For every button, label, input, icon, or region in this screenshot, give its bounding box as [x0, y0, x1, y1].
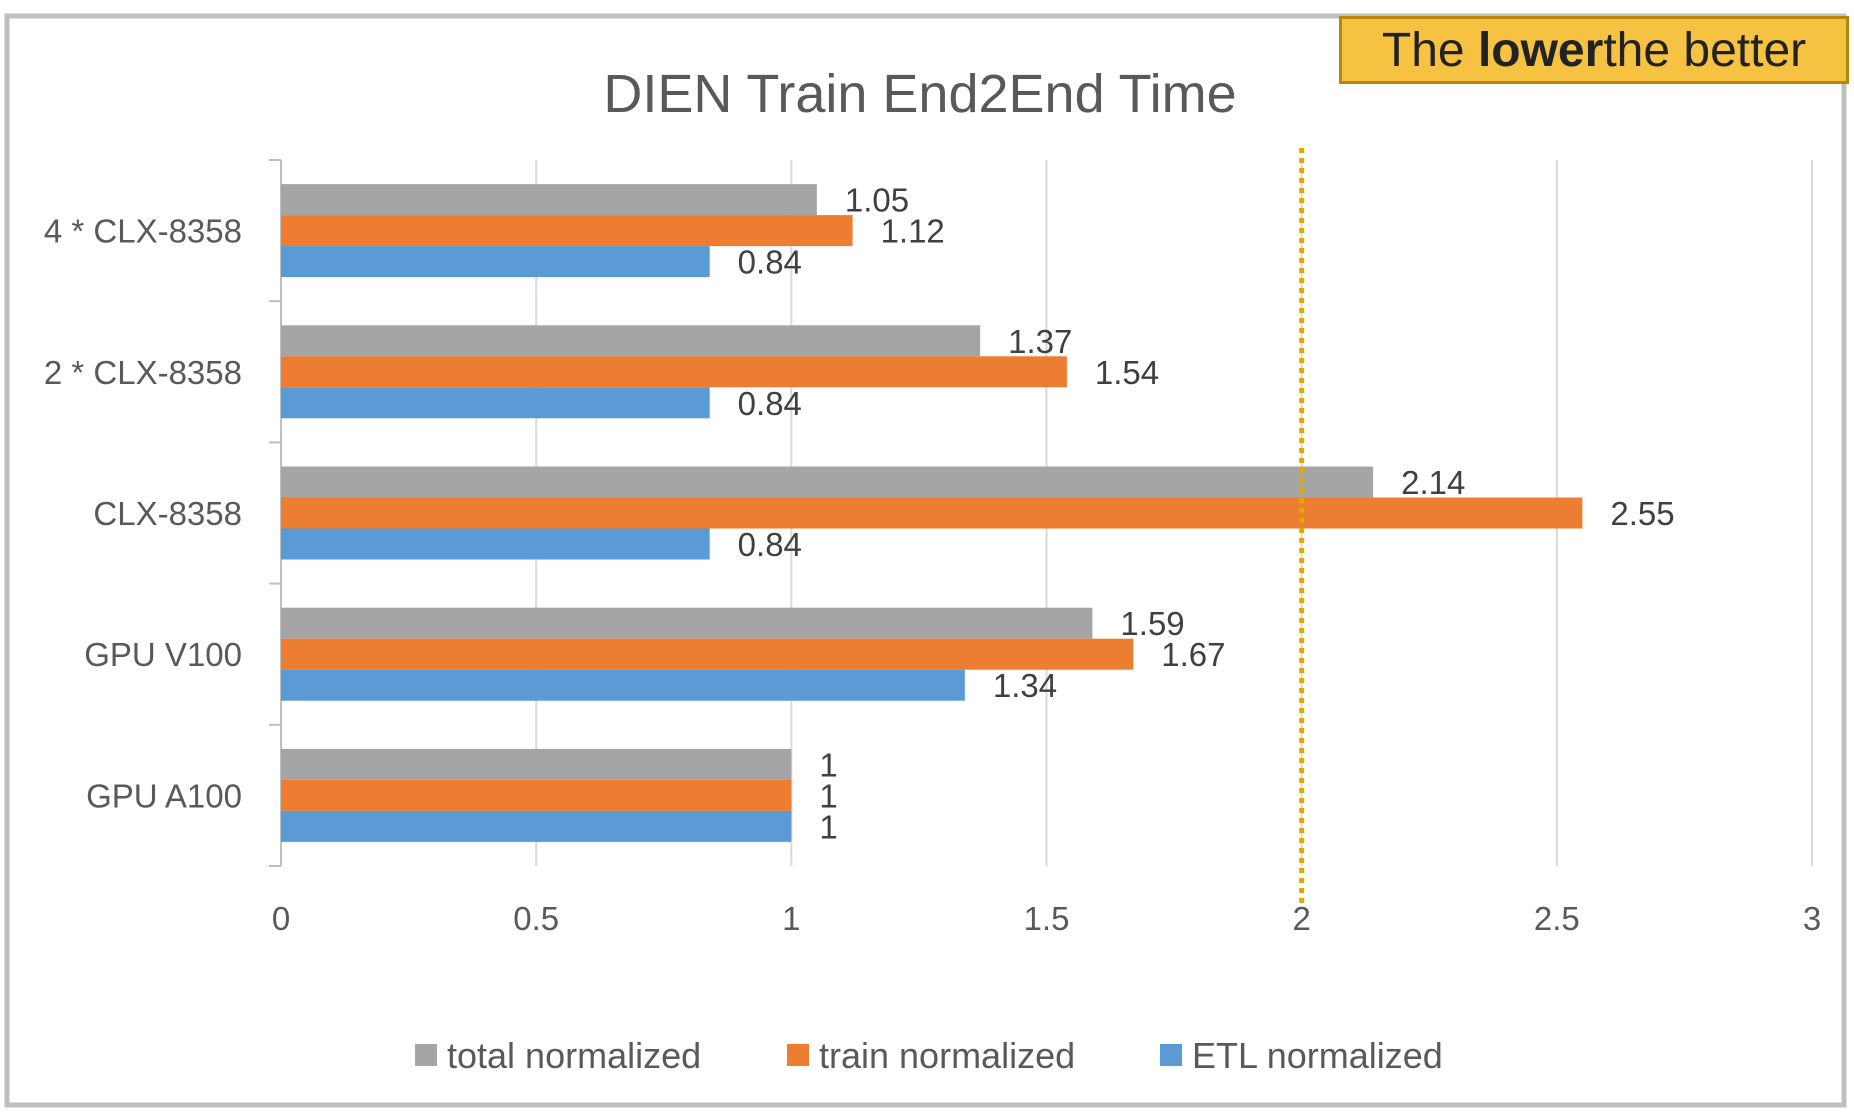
data-label: 0.84 — [738, 526, 802, 563]
x-tick-label: 0.5 — [513, 900, 559, 937]
data-label: 0.84 — [738, 244, 802, 281]
note-text-pre: The — [1381, 23, 1465, 77]
data-label: 1.59 — [1120, 605, 1184, 642]
x-tick-label: 0 — [272, 900, 290, 937]
x-tick-label: 1.5 — [1024, 900, 1070, 937]
x-tick-label: 2.5 — [1534, 900, 1580, 937]
lower-is-better-note: The lower the better — [1339, 16, 1849, 84]
bar — [281, 748, 792, 780]
bar — [281, 215, 853, 247]
chart-border — [4, 13, 1847, 1108]
note-text-bold: lower — [1477, 23, 1604, 77]
legend-swatch — [1160, 1044, 1182, 1066]
legend-label: total normalized — [447, 1035, 701, 1076]
bar — [281, 497, 1583, 529]
legend-swatch — [787, 1044, 809, 1066]
x-tick-label: 2 — [1292, 900, 1310, 937]
data-label: 1.05 — [845, 182, 909, 219]
data-label: 1.34 — [993, 667, 1057, 704]
data-label: 2.14 — [1401, 464, 1465, 501]
bar — [281, 325, 981, 357]
data-label: 1 — [819, 777, 837, 814]
bar — [281, 387, 710, 419]
data-label: 0.84 — [738, 385, 802, 422]
chart-title: DIEN Train End2End Time — [603, 64, 1236, 124]
plot-area: 0 0.5 1 1.5 2 2.5 3 4 * CLX-8358 1.051.12 0.84 2 *… — [44, 148, 1821, 1076]
data-label: 1 — [819, 746, 837, 783]
data-label: 1.67 — [1161, 636, 1225, 673]
data-label: 1.12 — [881, 213, 945, 250]
note-text-post: the better — [1603, 23, 1807, 77]
bar — [281, 810, 792, 842]
category-label: 4 * CLX-8358 — [44, 213, 242, 250]
data-label: 1.54 — [1095, 354, 1159, 391]
bar — [281, 466, 1374, 498]
category-label: 2 * CLX-8358 — [44, 354, 242, 391]
bar — [281, 356, 1067, 388]
bar — [281, 184, 817, 216]
bar — [281, 638, 1134, 670]
legend-swatch — [415, 1044, 437, 1066]
bar — [281, 528, 710, 560]
bar — [281, 779, 792, 811]
category-label: GPU A100 — [86, 777, 242, 814]
data-label: 1 — [819, 808, 837, 845]
category-label: CLX-8358 — [93, 495, 242, 532]
data-label: 2.55 — [1610, 495, 1674, 532]
x-tick-label: 1 — [782, 900, 800, 937]
bar — [281, 669, 965, 701]
legend-label: train normalized — [819, 1035, 1075, 1076]
legend-label: ETL normalized — [1192, 1035, 1443, 1076]
x-tick-label: 3 — [1803, 900, 1821, 937]
data-label: 1.37 — [1008, 323, 1072, 360]
bar — [281, 246, 710, 278]
category-label: GPU V100 — [84, 636, 242, 673]
bar — [281, 607, 1093, 639]
